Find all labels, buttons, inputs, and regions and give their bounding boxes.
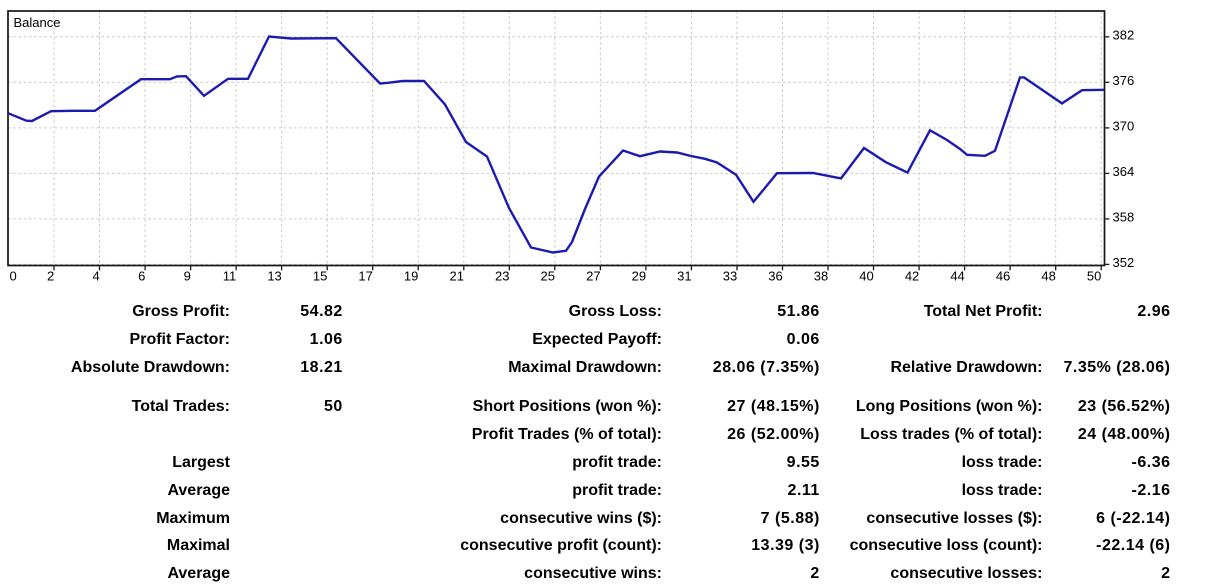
svg-text:31: 31 (677, 269, 691, 284)
svg-text:38: 38 (814, 269, 828, 284)
svg-text:40: 40 (859, 269, 873, 284)
svg-text:11: 11 (223, 269, 237, 284)
svg-text:33: 33 (723, 269, 737, 284)
svg-text:36: 36 (768, 269, 782, 284)
svg-text:19: 19 (404, 269, 418, 284)
svg-text:17: 17 (358, 269, 372, 284)
svg-text:46: 46 (996, 269, 1010, 284)
svg-text:50: 50 (1087, 269, 1101, 284)
svg-text:364: 364 (1113, 164, 1135, 179)
svg-text:29: 29 (632, 269, 646, 284)
svg-text:376: 376 (1113, 73, 1135, 88)
svg-text:0: 0 (10, 269, 17, 284)
svg-text:23: 23 (495, 269, 509, 284)
svg-text:21: 21 (450, 269, 464, 284)
svg-text:15: 15 (313, 269, 327, 284)
svg-text:2: 2 (47, 269, 54, 284)
svg-text:352: 352 (1113, 255, 1135, 270)
svg-text:9: 9 (184, 269, 191, 284)
svg-text:13: 13 (267, 269, 281, 284)
svg-text:42: 42 (905, 269, 919, 284)
svg-text:4: 4 (92, 269, 99, 284)
svg-text:Balance: Balance (14, 15, 61, 30)
svg-text:370: 370 (1113, 119, 1135, 134)
svg-text:44: 44 (950, 269, 964, 284)
svg-text:382: 382 (1113, 28, 1135, 43)
svg-text:27: 27 (586, 269, 600, 284)
svg-text:48: 48 (1041, 269, 1055, 284)
svg-text:6: 6 (138, 269, 145, 284)
svg-text:25: 25 (541, 269, 555, 284)
svg-text:358: 358 (1113, 210, 1135, 225)
